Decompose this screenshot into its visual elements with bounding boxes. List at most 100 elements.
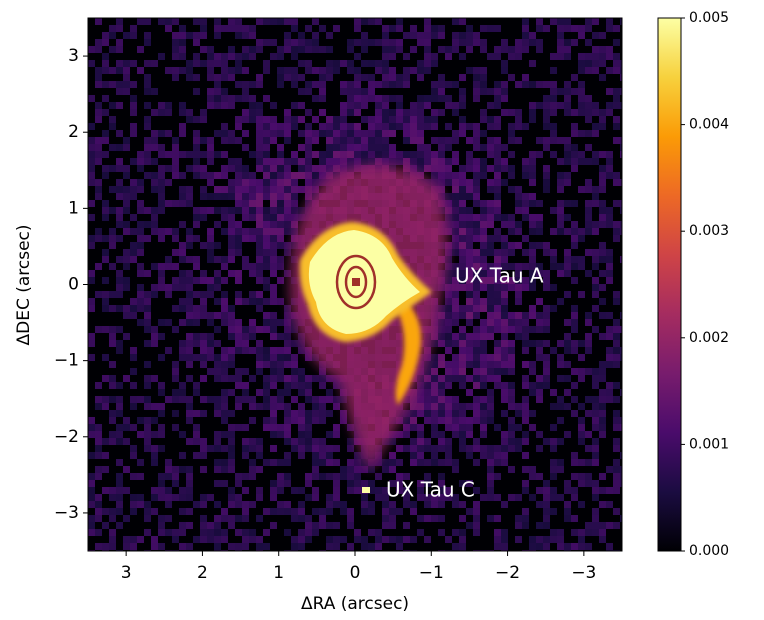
image-pixel (102, 109, 109, 116)
image-pixel (207, 172, 214, 179)
image-pixel (487, 312, 494, 319)
image-pixel (249, 347, 256, 354)
image-pixel (459, 347, 466, 354)
image-pixel (613, 417, 620, 424)
image-pixel (501, 312, 508, 319)
image-pixel (277, 459, 284, 466)
image-pixel (284, 109, 291, 116)
image-pixel (158, 389, 165, 396)
image-pixel (137, 179, 144, 186)
image-pixel (431, 494, 438, 501)
image-pixel (151, 291, 158, 298)
image-pixel (410, 459, 417, 466)
image-pixel (263, 39, 270, 46)
image-pixel (501, 158, 508, 165)
image-pixel (599, 172, 606, 179)
image-pixel (242, 53, 249, 60)
image-pixel (508, 109, 515, 116)
image-pixel (221, 165, 228, 172)
image-pixel (186, 256, 193, 263)
image-pixel (158, 522, 165, 529)
image-pixel (256, 214, 263, 221)
image-pixel (445, 368, 452, 375)
image-pixel (256, 137, 263, 144)
image-pixel (137, 459, 144, 466)
image-pixel (424, 515, 431, 522)
image-pixel (186, 109, 193, 116)
image-pixel (480, 39, 487, 46)
image-pixel (424, 368, 431, 375)
image-pixel (494, 172, 501, 179)
image-pixel (403, 494, 410, 501)
image-pixel (158, 494, 165, 501)
image-pixel (277, 228, 284, 235)
image-pixel (158, 207, 165, 214)
image-pixel (466, 270, 473, 277)
image-pixel (242, 298, 249, 305)
image-pixel (543, 249, 550, 256)
image-pixel (179, 347, 186, 354)
image-pixel (312, 494, 319, 501)
image-pixel (529, 368, 536, 375)
image-pixel (389, 25, 396, 32)
image-pixel (263, 354, 270, 361)
image-pixel (298, 417, 305, 424)
image-pixel (508, 312, 515, 319)
image-pixel (606, 18, 613, 25)
image-pixel (459, 417, 466, 424)
image-pixel (571, 158, 578, 165)
image-pixel (494, 326, 501, 333)
image-pixel (613, 88, 620, 95)
image-pixel (599, 403, 606, 410)
image-pixel (123, 144, 130, 151)
image-pixel (221, 228, 228, 235)
image-pixel (298, 144, 305, 151)
image-pixel (144, 298, 151, 305)
image-pixel (508, 165, 515, 172)
image-pixel (186, 74, 193, 81)
image-pixel (207, 354, 214, 361)
image-pixel (144, 137, 151, 144)
image-pixel (578, 263, 585, 270)
image-pixel (585, 340, 592, 347)
image-pixel (291, 18, 298, 25)
image-pixel (137, 536, 144, 543)
image-pixel (606, 326, 613, 333)
image-pixel (123, 543, 130, 550)
image-pixel (487, 270, 494, 277)
image-pixel (382, 46, 389, 53)
image-pixel (501, 529, 508, 536)
image-pixel (284, 410, 291, 417)
image-pixel (487, 144, 494, 151)
image-pixel (452, 186, 459, 193)
image-pixel (200, 291, 207, 298)
image-pixel (130, 193, 137, 200)
image-pixel (158, 403, 165, 410)
image-pixel (522, 158, 529, 165)
image-pixel (522, 18, 529, 25)
image-pixel (95, 403, 102, 410)
image-pixel (438, 95, 445, 102)
image-pixel (487, 123, 494, 130)
image-pixel (557, 354, 564, 361)
image-pixel (158, 228, 165, 235)
image-pixel (606, 221, 613, 228)
image-pixel (522, 417, 529, 424)
image-pixel (116, 459, 123, 466)
image-pixel (431, 123, 438, 130)
image-pixel (606, 389, 613, 396)
image-pixel (158, 263, 165, 270)
image-pixel (242, 543, 249, 550)
image-pixel (221, 193, 228, 200)
image-pixel (270, 319, 277, 326)
image-pixel (109, 361, 116, 368)
image-pixel (235, 494, 242, 501)
image-pixel (445, 438, 452, 445)
image-pixel (256, 487, 263, 494)
image-pixel (340, 88, 347, 95)
image-pixel (508, 340, 515, 347)
image-pixel (522, 326, 529, 333)
image-pixel (417, 459, 424, 466)
image-pixel (522, 396, 529, 403)
image-pixel (452, 361, 459, 368)
